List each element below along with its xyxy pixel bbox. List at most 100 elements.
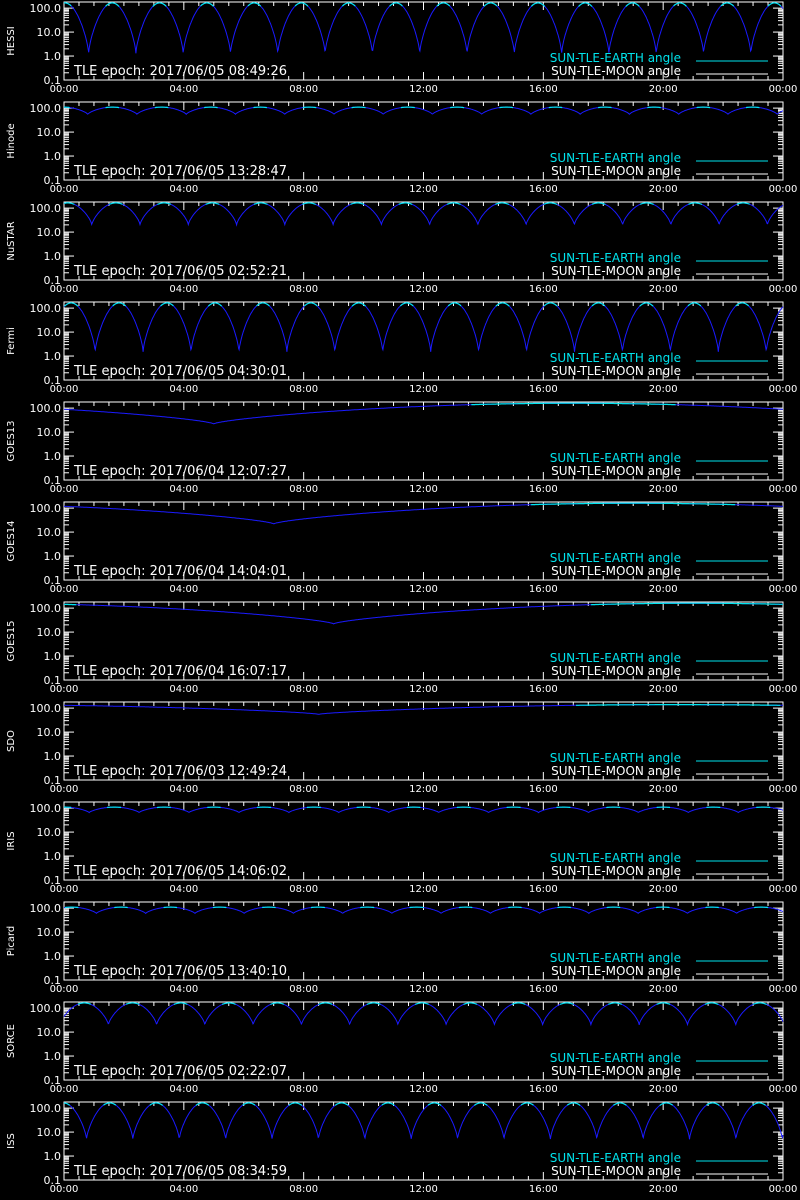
series-sun-tle-earth-angle bbox=[659, 1102, 673, 1106]
legend-earth-label: SUN-TLE-EARTH angle bbox=[550, 1051, 681, 1065]
epoch-label: TLE epoch: 2017/06/05 08:49:26 bbox=[73, 64, 287, 79]
x-tick-label: 00:00 bbox=[50, 284, 79, 295]
y-tick-label: 1.0 bbox=[44, 50, 62, 63]
series-sun-tle-earth-angle bbox=[253, 106, 267, 109]
x-tick-label: 16:00 bbox=[529, 884, 558, 895]
x-tick-label: 12:00 bbox=[409, 284, 438, 295]
x-tick-label: 12:00 bbox=[409, 484, 438, 495]
x-tick-label: 08:00 bbox=[289, 984, 318, 995]
y-tick-label: 100.0 bbox=[30, 302, 62, 315]
x-tick-label: 00:00 bbox=[769, 684, 798, 695]
panel-sdo: 100.010.01.00.100:00 04:00 08:00 12:00 16:00… bbox=[6, 701, 797, 795]
legend-earth-label: SUN-TLE-EARTH angle bbox=[550, 51, 681, 65]
legend-earth-label: SUN-TLE-EARTH angle bbox=[550, 751, 681, 765]
x-tick-label: 08:00 bbox=[289, 284, 318, 295]
y-tick-label: 10.0 bbox=[37, 526, 62, 539]
x-tick-label: 00:00 bbox=[769, 1184, 798, 1195]
series-sun-tle-earth-angle bbox=[578, 2, 593, 7]
x-tick-label: 16:00 bbox=[529, 84, 558, 95]
series-sun-tle-earth-angle bbox=[149, 1102, 163, 1106]
satellite-label: NuSTAR bbox=[6, 221, 17, 260]
series-sun-tle-earth-angle bbox=[157, 202, 172, 205]
series-sun-tle-earth-angle bbox=[752, 1102, 766, 1106]
y-tick-label: 0.1 bbox=[44, 874, 62, 887]
panel-nustar: 100.010.01.00.100:00 04:00 08:00 12:00 16:00… bbox=[6, 201, 797, 295]
legend-moon-label: SUN-TLE-MOON angle bbox=[551, 964, 681, 978]
legend-earth-label: SUN-TLE-EARTH angle bbox=[550, 951, 681, 965]
x-tick-label: 16:00 bbox=[529, 584, 558, 595]
legend-moon-label: SUN-TLE-MOON angle bbox=[551, 264, 681, 278]
series-sun-tle-earth-angle bbox=[566, 1102, 581, 1106]
x-tick-label: 04:00 bbox=[169, 184, 198, 195]
satellite-label: IRIS bbox=[6, 831, 17, 850]
series-sun-tle-earth-angle bbox=[351, 106, 366, 109]
series-sun-tle-earth-angle bbox=[105, 2, 120, 7]
x-tick-label: 00:00 bbox=[50, 1184, 79, 1195]
series-sun-tle-earth-angle bbox=[474, 1102, 488, 1106]
satellite-label: Hinode bbox=[6, 123, 17, 158]
series-sun-tle-earth-angle bbox=[639, 302, 654, 307]
y-tick-label: 1.0 bbox=[44, 550, 62, 563]
series-curve-base bbox=[63, 2, 784, 54]
legend-moon-label: SUN-TLE-MOON angle bbox=[551, 1164, 681, 1178]
series-sun-tle-earth-angle bbox=[63, 2, 72, 7]
x-tick-label: 00:00 bbox=[769, 384, 798, 395]
series-sun-tle-earth-angle bbox=[64, 302, 79, 307]
y-tick-label: 100.0 bbox=[30, 102, 62, 115]
series-sun-tle-earth-angle bbox=[200, 2, 214, 7]
series-sun-tle-earth-angle bbox=[302, 106, 317, 109]
series-sun-tle-earth-angle bbox=[745, 106, 760, 109]
x-tick-label: 00:00 bbox=[50, 884, 79, 895]
x-tick-label: 08:00 bbox=[289, 484, 318, 495]
y-tick-label: 10.0 bbox=[37, 626, 62, 639]
x-tick-label: 04:00 bbox=[169, 84, 198, 95]
series-sun-tle-earth-angle bbox=[767, 2, 782, 7]
y-tick-label: 0.1 bbox=[44, 974, 62, 987]
x-tick-label: 20:00 bbox=[649, 284, 678, 295]
series-sun-tle-earth-angle bbox=[576, 703, 781, 706]
series-sun-tle-earth-angle bbox=[294, 2, 309, 7]
series-sun-tle-earth-angle bbox=[381, 1102, 395, 1106]
series-sun-tle-earth-angle bbox=[415, 1002, 429, 1005]
x-tick-label: 08:00 bbox=[289, 1084, 318, 1095]
series-sun-tle-earth-angle bbox=[366, 1002, 381, 1005]
panels-group: 100.010.01.00.100:00 04:00 08:00 12:00 16:00… bbox=[6, 1, 798, 1195]
x-tick-label: 20:00 bbox=[649, 684, 678, 695]
series-sun-tle-earth-angle bbox=[64, 106, 70, 109]
y-tick-label: 100.0 bbox=[30, 1002, 62, 1015]
x-tick-label: 12:00 bbox=[409, 984, 438, 995]
x-tick-label: 04:00 bbox=[169, 584, 198, 595]
series-sun-tle-earth-angle bbox=[341, 2, 356, 7]
x-tick-label: 08:00 bbox=[289, 84, 318, 95]
panel-sorce: 100.010.01.00.100:00 04:00 08:00 12:00 16:00… bbox=[6, 1001, 797, 1095]
x-tick-label: 12:00 bbox=[409, 584, 438, 595]
legend-moon-label: SUN-TLE-MOON angle bbox=[551, 464, 681, 478]
series-sun-tle-earth-angle bbox=[559, 1002, 574, 1005]
x-tick-label: 12:00 bbox=[409, 184, 438, 195]
satellite-label: GOES15 bbox=[6, 620, 17, 661]
series-sun-tle-earth-angle bbox=[530, 2, 546, 7]
y-tick-label: 1.0 bbox=[44, 150, 62, 163]
series-sun-tle-earth-angle bbox=[673, 2, 687, 7]
legend-moon-label: SUN-TLE-MOON angle bbox=[551, 364, 681, 378]
x-tick-label: 00:00 bbox=[50, 584, 79, 595]
series-sun-tle-earth-angle bbox=[495, 202, 509, 205]
series-sun-tle-earth-angle bbox=[160, 302, 174, 307]
x-tick-label: 08:00 bbox=[289, 784, 318, 795]
series-sun-tle-earth-angle bbox=[409, 906, 424, 909]
panel-goes14: 100.010.01.00.100:00 04:00 08:00 12:00 16:00… bbox=[6, 501, 797, 595]
series-sun-tle-earth-angle bbox=[242, 1102, 256, 1106]
x-tick-label: 16:00 bbox=[529, 284, 558, 295]
x-tick-label: 20:00 bbox=[649, 384, 678, 395]
x-tick-label: 16:00 bbox=[529, 684, 558, 695]
series-sun-tle-earth-angle bbox=[77, 1002, 92, 1005]
x-tick-label: 00:00 bbox=[50, 984, 79, 995]
panel-iris: 100.010.01.00.100:00 04:00 08:00 12:00 16:00… bbox=[6, 801, 797, 895]
series-sun-tle-earth-angle bbox=[511, 1002, 526, 1005]
series-sun-tle-earth-angle bbox=[350, 202, 365, 205]
legend-moon-label: SUN-TLE-MOON angle bbox=[551, 564, 681, 578]
series-sun-tle-earth-angle bbox=[351, 302, 366, 307]
series-sun-tle-earth-angle bbox=[221, 1002, 236, 1005]
series-sun-tle-earth-angle bbox=[656, 1002, 671, 1005]
series-sun-tle-earth-angle bbox=[520, 1102, 534, 1106]
